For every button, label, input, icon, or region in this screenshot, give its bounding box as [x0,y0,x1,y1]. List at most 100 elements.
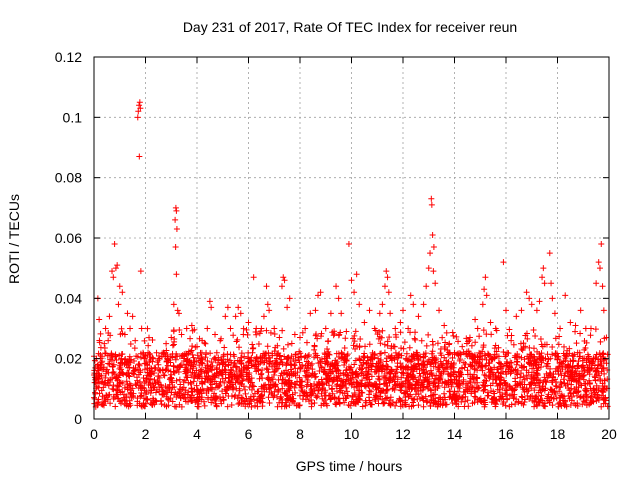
data-point [577,307,584,314]
data-point [121,401,128,408]
data-point [536,298,543,305]
data-point [266,361,273,368]
data-point [377,388,384,395]
data-point [533,307,540,314]
data-point [238,381,245,388]
data-point [283,396,290,403]
data-point [309,390,316,397]
data-point [416,377,423,384]
data-point [108,351,115,358]
data-point [403,388,410,395]
data-point [388,345,395,352]
data-point [356,344,363,351]
data-point [476,333,483,340]
data-point [197,367,204,374]
data-point [423,399,430,406]
data-point [112,403,119,410]
data-point [250,274,257,281]
data-point [283,367,290,374]
data-point [480,342,487,349]
data-point [381,341,388,348]
data-point [312,307,319,314]
data-points [91,99,611,410]
data-point [509,392,516,399]
data-point [535,364,542,371]
data-point [188,359,195,366]
data-point [97,344,104,351]
x-tick-label: 6 [245,426,253,442]
data-point [103,392,110,399]
data-point [401,401,408,408]
data-point [410,362,417,369]
data-point [400,307,406,314]
data-point [479,348,486,355]
data-point [396,350,403,357]
data-point [562,382,569,389]
data-point [549,343,556,350]
data-point [362,343,369,350]
data-point [267,358,274,365]
data-point [512,401,519,408]
data-point [117,400,124,407]
data-point [292,381,299,388]
data-point [234,376,241,383]
data-point [446,340,453,347]
data-point [537,377,544,384]
data-point [238,350,245,357]
data-point [381,283,388,290]
data-point [407,371,414,378]
data-point [560,376,567,383]
data-point [413,366,420,373]
data-point [552,350,559,357]
data-point [205,394,212,401]
data-point [302,325,309,332]
data-point [176,326,183,333]
data-point [207,366,214,373]
data-point [480,327,487,334]
data-point [361,319,368,326]
data-point [134,395,141,402]
data-point [412,384,419,391]
data-point [577,330,584,337]
data-point [487,353,494,360]
data-point [482,363,489,370]
data-point [579,373,586,380]
data-point [209,386,216,393]
x-tick-label: 18 [550,426,566,442]
data-point [420,354,427,361]
data-point [177,363,184,370]
data-point [163,366,170,373]
data-point [335,350,342,357]
data-point [304,381,311,388]
data-point [514,359,521,366]
data-point [95,365,102,372]
data-point [136,102,143,109]
data-point [536,384,543,391]
data-point [248,403,255,410]
data-point [127,359,134,366]
data-point [106,361,113,368]
data-point [176,401,183,408]
data-point [524,335,531,342]
data-point [158,384,165,391]
data-point [476,349,483,356]
data-point [322,351,329,358]
data-point [476,359,483,366]
data-point [443,401,450,408]
data-point [105,337,112,344]
data-point [392,373,399,380]
data-point [545,356,552,363]
data-point [167,359,174,366]
data-point [204,362,211,369]
data-point [384,394,391,401]
data-point [331,330,338,337]
data-point [198,355,205,362]
data-point [487,382,494,389]
data-point [460,359,467,366]
data-point [169,398,176,405]
data-point [116,380,123,387]
data-point [385,289,392,296]
data-point [355,399,362,406]
data-point [338,355,345,362]
data-point [174,307,181,314]
